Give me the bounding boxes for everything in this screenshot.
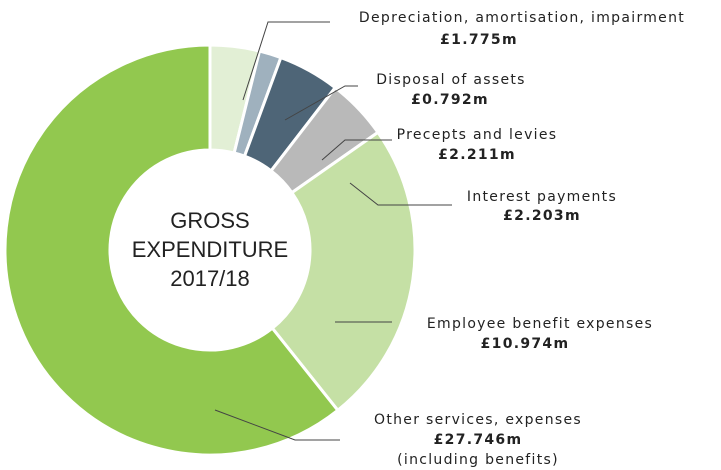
value-label: £2.211m	[438, 147, 516, 163]
value-label: £27.746m	[434, 432, 523, 448]
slice	[3, 43, 340, 457]
slice-label: Depreciation, amortisation, impairment	[359, 10, 685, 26]
center-label: EXPENDITURE	[132, 237, 288, 262]
leader-line	[242, 21, 330, 101]
annotation: (including benefits)	[397, 452, 559, 468]
slice-label: Interest payments	[467, 189, 617, 205]
slice	[270, 130, 417, 413]
slice-label: Other services, expenses	[374, 412, 582, 428]
leader-line	[321, 139, 392, 161]
value-label: £2.203m	[503, 208, 581, 224]
value-label: £0.792m	[411, 92, 489, 108]
center-label: 2017/18	[170, 266, 250, 291]
slice-label: Employee benefit expenses	[427, 316, 653, 332]
slice-label: Disposal of assets	[376, 72, 526, 88]
leader-line	[349, 182, 452, 206]
value-label: £1.775m	[440, 32, 518, 48]
leader-line	[214, 409, 340, 441]
value-label: £10.974m	[481, 336, 570, 352]
leader-line	[284, 85, 358, 121]
center-label: GROSS	[170, 208, 249, 233]
slice-label: Precepts and levies	[397, 127, 558, 143]
donut	[3, 43, 417, 457]
